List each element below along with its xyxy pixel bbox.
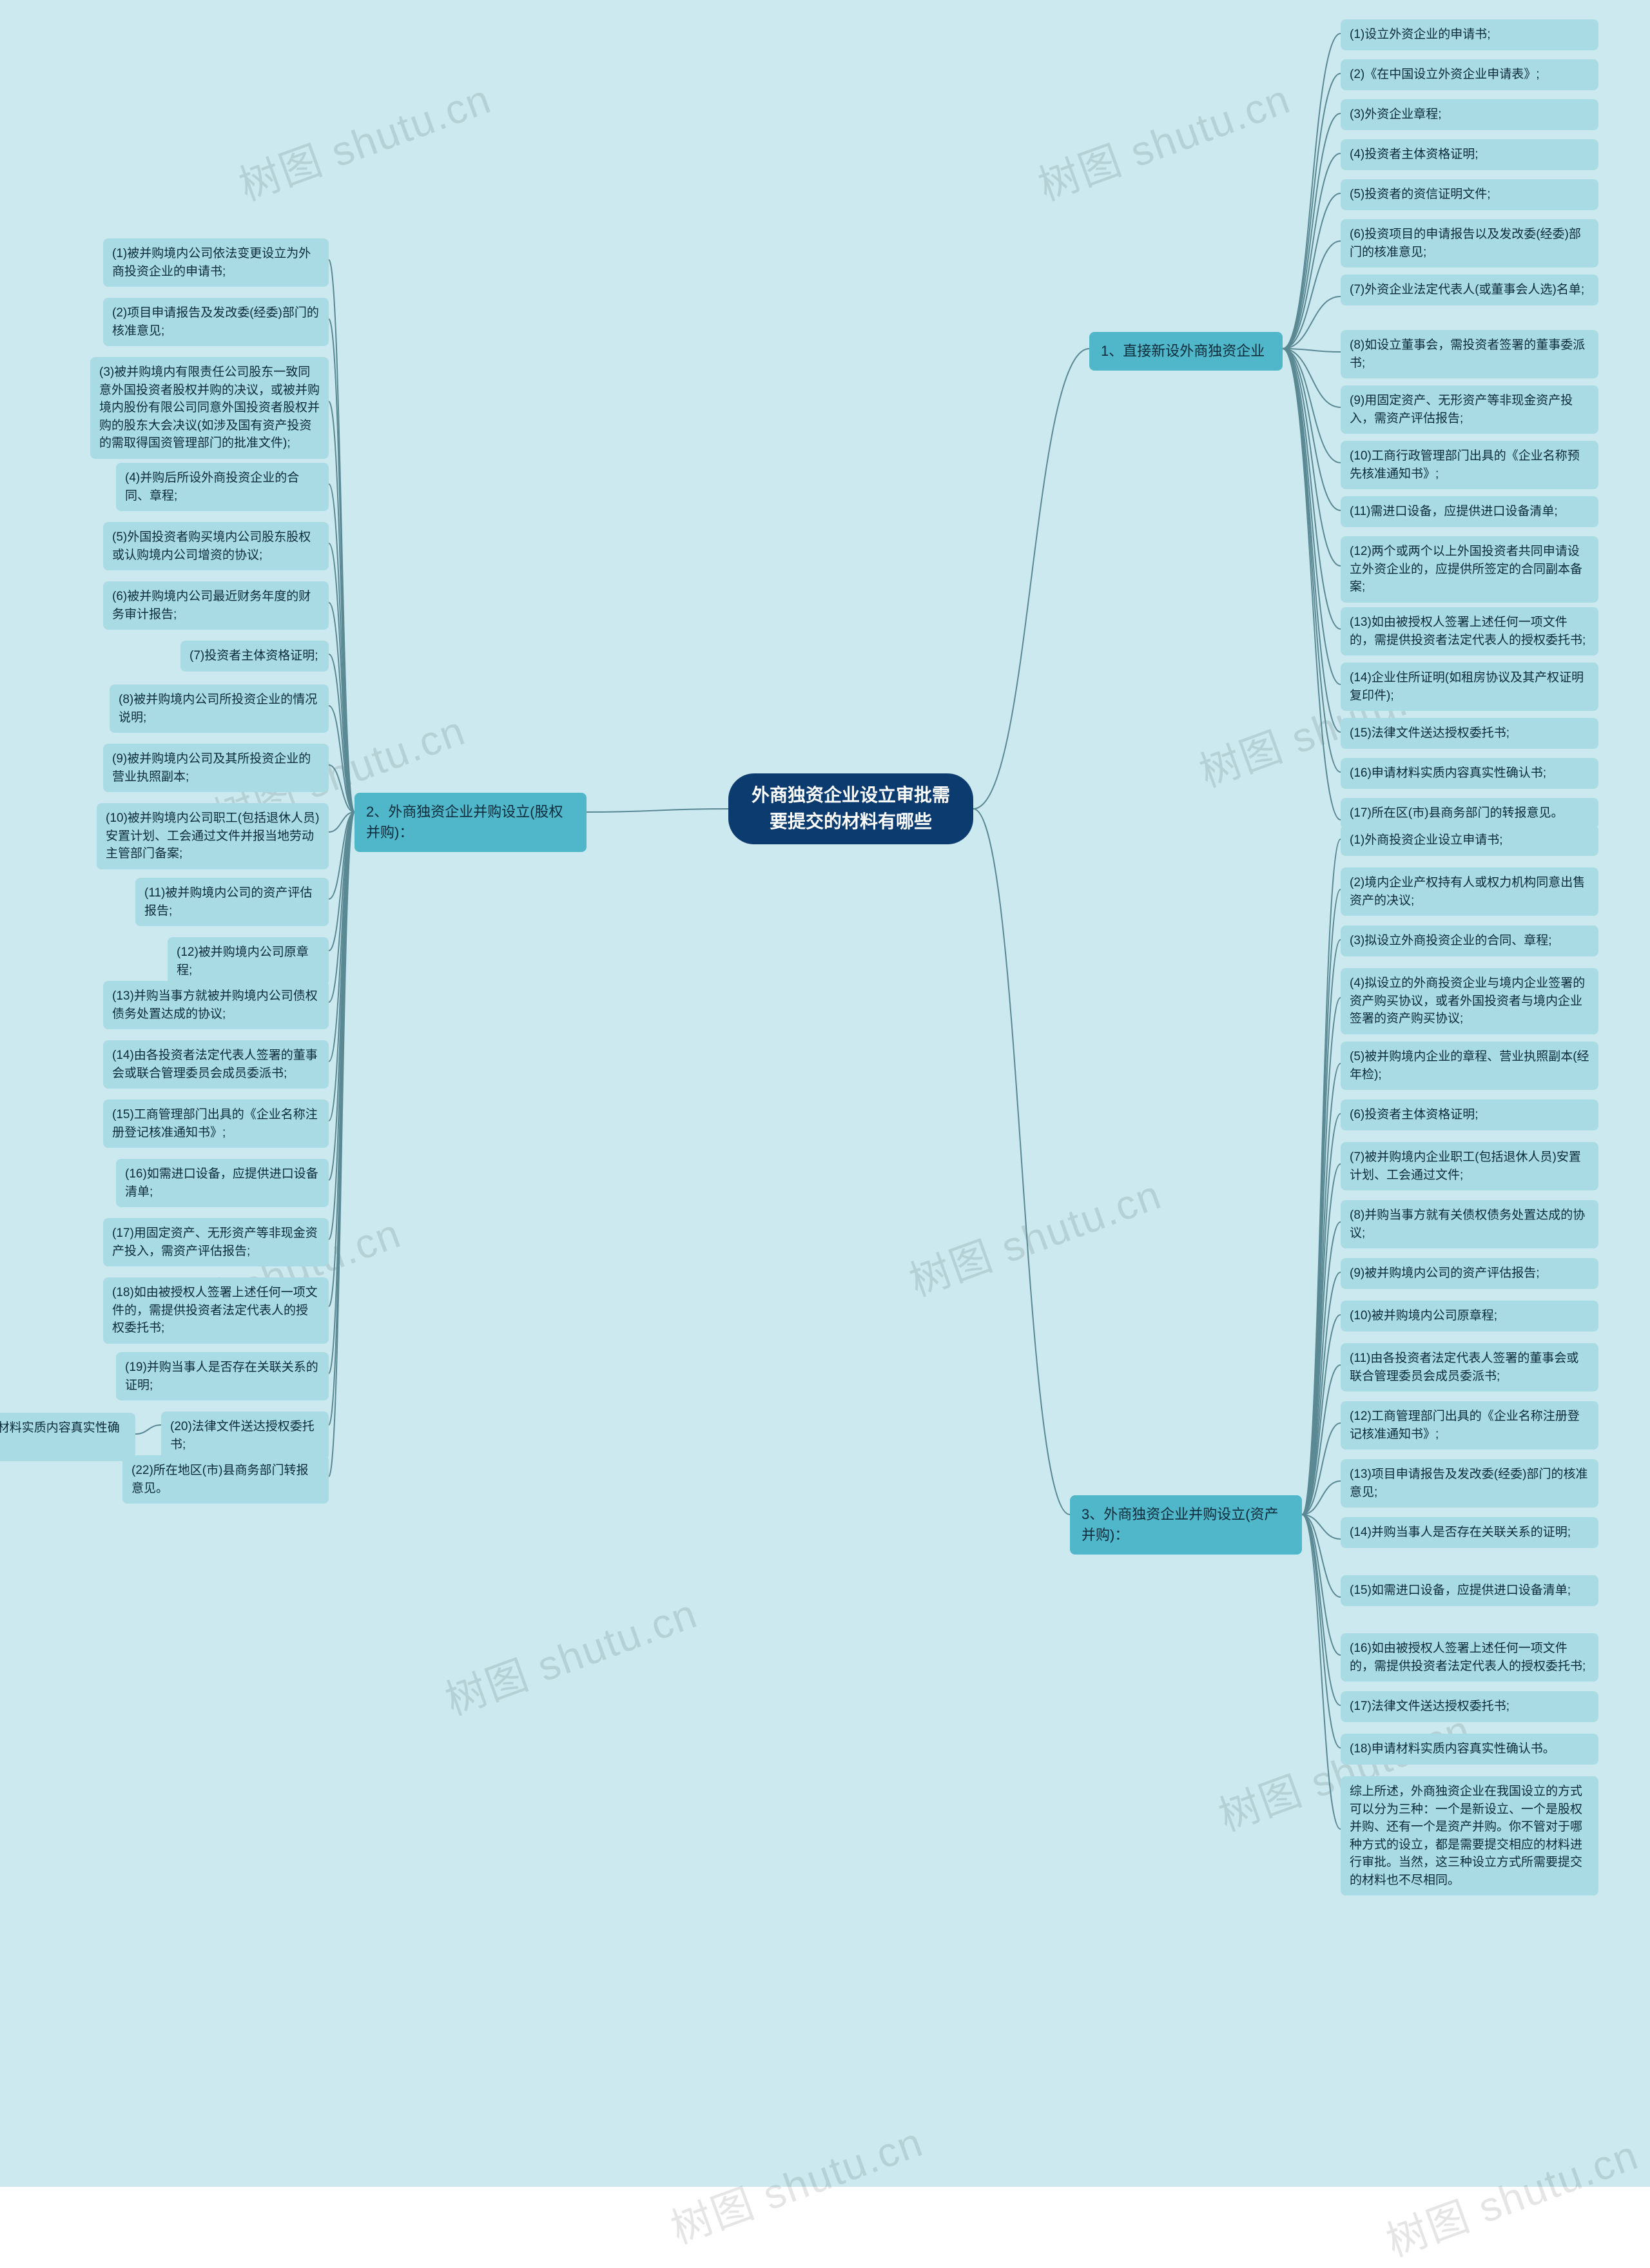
leaf-b1-0: (1)设立外资企业的申请书; [1341,19,1598,50]
leaf-b2-13: (14)由各投资者法定代表人签署的董事会或联合管理委员会成员委派书; [103,1040,329,1089]
leaf-b2-17: (18)如由被授权人签署上述任何一项文件的，需提供投资者法定代表人的授权委托书; [103,1277,329,1344]
leaf-b3-2: (3)拟设立外商投资企业的合同、章程; [1341,926,1598,956]
leaf-b1-5: (6)投资项目的申请报告以及发改委(经委)部门的核准意见; [1341,219,1598,267]
leaf-b1-14: (15)法律文件送达授权委托书; [1341,718,1598,749]
leaf-b3-10: (11)由各投资者法定代表人签署的董事会或联合管理委员会成员委派书; [1341,1343,1598,1391]
leaf-b2-2: (3)被并购境内有限责任公司股东一致同意外国投资者股权并购的决议，或被并购境内股… [90,357,329,459]
watermark: 树图 shutu.cn [900,1162,1169,1308]
leaf-b2-11: (12)被并购境内公司原章程; [168,937,329,985]
watermark: 树图 shutu.cn [436,1581,704,1727]
leaf-b3-14: (15)如需进口设备，应提供进口设备清单; [1341,1575,1598,1606]
watermark: 树图 shutu.cn [662,2109,930,2256]
leaf-b3-0: (1)外商投资企业设立申请书; [1341,825,1598,856]
watermark: 树图 shutu.cn [1029,66,1297,213]
leaf-b1-10: (11)需进口设备，应提供进口设备清单; [1341,496,1598,527]
leaf-b1-9: (10)工商行政管理部门出具的《企业名称预先核准通知书》; [1341,441,1598,489]
leaf-b2-0: (1)被并购境内公司依法变更设立为外商投资企业的申请书; [103,238,329,287]
leaf-b3-11: (12)工商管理部门出具的《企业名称注册登记核准通知书》; [1341,1401,1598,1449]
watermark: 树图 shutu.cn [1377,2122,1645,2268]
leaf-b2-19: (20)法律文件送达授权委托书; [161,1411,329,1460]
leaf-b2-10: (11)被并购境内公司的资产评估报告; [135,878,329,926]
leaf-b1-2: (3)外资企业章程; [1341,99,1598,130]
leaf-b2-14: (15)工商管理部门出具的《企业名称注册登记核准通知书》; [103,1100,329,1148]
leaf-b2-1: (2)项目申请报告及发改委(经委)部门的核准意见; [103,298,329,346]
leaf-b1-4: (5)投资者的资信证明文件; [1341,179,1598,210]
leaf-b1-16: (17)所在区(市)县商务部门的转报意见。 [1341,798,1598,829]
leaf-b3-15: (16)如由被授权人签署上述任何一项文件的，需提供投资者法定代表人的授权委托书; [1341,1633,1598,1682]
leaf-b3-4: (5)被并购境内企业的章程、营业执照副本(经年检); [1341,1042,1598,1090]
leaf-b2-3: (4)并购后所设外商投资企业的合同、章程; [116,463,329,511]
root-node: 外商独资企业设立审批需 要提交的材料有哪些 [728,773,973,844]
leaf-b3-5: (6)投资者主体资格证明; [1341,1100,1598,1130]
leaf-b3-3: (4)拟设立的外商投资企业与境内企业签署的资产购买协议，或者外国投资者与境内企业… [1341,968,1598,1034]
leaf-b3-1: (2)境内企业产权持有人或权力机构同意出售资产的决议; [1341,867,1598,916]
leaf-b1-7: (8)如设立董事会，需投资者签署的董事委派书; [1341,330,1598,378]
leaf-b2-12: (13)并购当事方就被并购境内公司债权债务处置达成的协议; [103,981,329,1029]
leaf-b2-8: (9)被并购境内公司及其所投资企业的营业执照副本; [103,744,329,792]
leaf-b2-4: (5)外国投资者购买境内公司股东股权或认购境内公司增资的协议; [103,522,329,570]
leaf-b1-15: (16)申请材料实质内容真实性确认书; [1341,758,1598,789]
leaf-b3-6: (7)被并购境内企业职工(包括退休人员)安置计划、工会通过文件; [1341,1142,1598,1190]
leaf-b2-6: (7)投资者主体资格证明; [180,641,329,672]
leaf-b1-3: (4)投资者主体资格证明; [1341,139,1598,170]
leaf-b1-12: (13)如由被授权人签署上述任何一项文件的，需提供投资者法定代表人的授权委托书; [1341,607,1598,655]
mindmap-stage: 树图 shutu.cn 树图 shutu.cn 树图 shutu.cn 树图 shut… [0,0,1650,2187]
leaf-b3-17: (18)申请材料实质内容真实性确认书。 [1341,1734,1598,1765]
leaf-b2-5: (6)被并购境内公司最近财务年度的财务审计报告; [103,581,329,630]
leaf-b3-13: (14)并购当事人是否存在关联关系的证明; [1341,1517,1598,1548]
leaf-b2-20: (22)所在地区(市)县商务部门转报意见。 [122,1455,329,1504]
leaf-b1-6: (7)外资企业法定代表人(或董事会人选)名单; [1341,275,1598,305]
branch-node-2: 2、外商独资企业并购设立(股权并购)： [354,793,587,852]
leaf-b3-8: (9)被并购境内公司的资产评估报告; [1341,1258,1598,1289]
leaf-b3-9: (10)被并购境内公司原章程; [1341,1301,1598,1332]
branch-node-1: 1、直接新设外商独资企业 [1089,332,1283,371]
leaf-b2-9: (10)被并购境内公司职工(包括退休人员)安置计划、工会通过文件并报当地劳动主管… [97,803,329,869]
leaf-b1-1: (2)《在中国设立外资企业申请表》; [1341,59,1598,90]
leaf-b2-19-chain: (21)申请材料实质内容真实性确认书; [0,1413,135,1461]
leaf-b1-8: (9)用固定资产、无形资产等非现金资产投入，需资产评估报告; [1341,385,1598,434]
leaf-b2-16: (17)用固定资产、无形资产等非现金资产投入，需资产评估报告; [103,1218,329,1266]
watermark: 树图 shutu.cn [230,66,498,213]
branch-node-3: 3、外商独资企业并购设立(资产并购)： [1070,1495,1302,1555]
leaf-b2-18: (19)并购当事人是否存在关联关系的证明; [116,1352,329,1401]
leaf-b3-12: (13)项目申请报告及发改委(经委)部门的核准意见; [1341,1459,1598,1507]
leaf-b3-18: 综上所述，外商独资企业在我国设立的方式可以分为三种：一个是新设立、一个是股权并购… [1341,1776,1598,1895]
leaf-b1-11: (12)两个或两个以上外国投资者共同申请设立外资企业的，应提供所签定的合同副本备… [1341,536,1598,603]
leaf-b3-7: (8)并购当事方就有关债权债务处置达成的协议; [1341,1200,1598,1248]
leaf-b1-13: (14)企业住所证明(如租房协议及其产权证明复印件); [1341,663,1598,711]
leaf-b2-7: (8)被并购境内公司所投资企业的情况说明; [110,684,329,733]
leaf-b2-15: (16)如需进口设备，应提供进口设备清单; [116,1159,329,1207]
leaf-b3-16: (17)法律文件送达授权委托书; [1341,1691,1598,1722]
